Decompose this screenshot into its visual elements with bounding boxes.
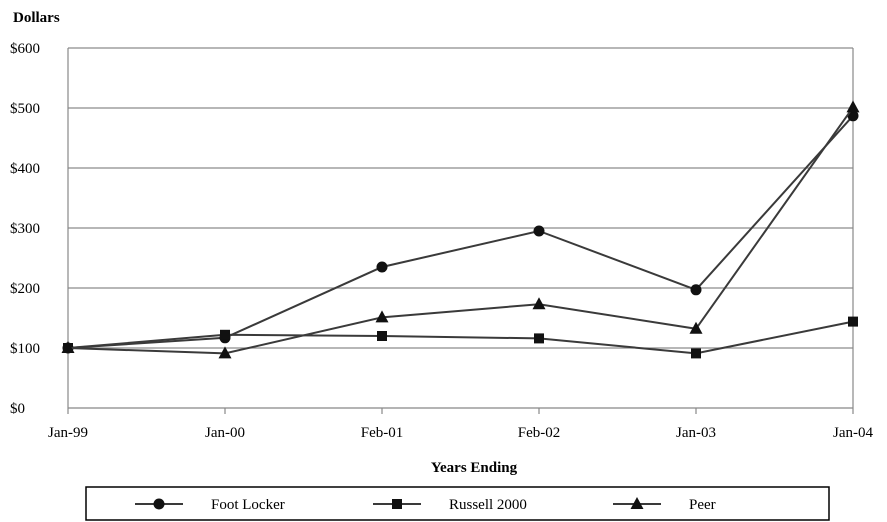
data-point-foot-locker: [847, 110, 859, 122]
x-tick-label: Feb-02: [518, 425, 561, 441]
y-axis-title: Dollars: [13, 10, 60, 26]
gridlines: [68, 47, 853, 349]
x-tick-label: Jan-99: [48, 425, 88, 441]
legend-box: [85, 486, 830, 521]
series-layer: [61, 100, 860, 359]
y-tick-label: $100: [10, 341, 40, 357]
data-point-foot-locker: [376, 261, 388, 273]
data-point-russell-2000: [691, 348, 701, 359]
y-tick-label: $400: [10, 161, 40, 177]
y-tick-labels: $0 $100 $200 $300 $400 $500 $600: [10, 41, 40, 417]
x-tick-label: Feb-01: [361, 425, 404, 441]
series-line-russell-2000: [67, 320, 854, 355]
legend-marker-peer: [630, 497, 644, 509]
legend-label-peer: Peer: [689, 497, 716, 513]
x-tick-labels: Jan-99 Jan-00 Feb-01 Feb-02 Jan-03 Jan-04: [48, 408, 873, 441]
data-point-peer: [375, 310, 389, 323]
x-axis-title: Years Ending: [431, 460, 518, 476]
data-point-russell-2000: [220, 329, 230, 340]
legend-label-foot-locker: Foot Locker: [211, 497, 285, 513]
series-line-peer: [67, 106, 854, 355]
y-tick-label: $200: [10, 281, 40, 297]
data-point-peer: [532, 297, 546, 310]
legend-label-russell-2000: Russell 2000: [449, 497, 527, 513]
y-tick-label: $300: [10, 221, 40, 237]
data-point-peer: [689, 321, 703, 334]
data-point-russell-2000: [848, 316, 858, 327]
data-point-foot-locker: [533, 225, 545, 237]
y-tick-label: $0: [10, 401, 25, 417]
data-point-russell-2000: [377, 331, 387, 341]
y-tick-label: $500: [10, 101, 40, 117]
legend-marker-foot-locker: [153, 498, 165, 510]
x-tick-label: Jan-04: [833, 425, 873, 441]
legend-marker-russell-2000: [392, 499, 402, 509]
x-tick-label: Jan-00: [205, 425, 245, 441]
series-line-foot-locker: [67, 115, 854, 349]
y-tick-label: $600: [10, 41, 40, 57]
data-point-russell-2000: [534, 333, 544, 344]
data-point-peer: [61, 341, 75, 353]
legend: Foot Locker Russell 2000 Peer: [85, 486, 830, 521]
x-tick-label: Jan-03: [676, 425, 716, 441]
data-point-foot-locker: [690, 284, 702, 296]
data-point-peer: [846, 100, 860, 113]
data-point-peer: [218, 346, 232, 359]
